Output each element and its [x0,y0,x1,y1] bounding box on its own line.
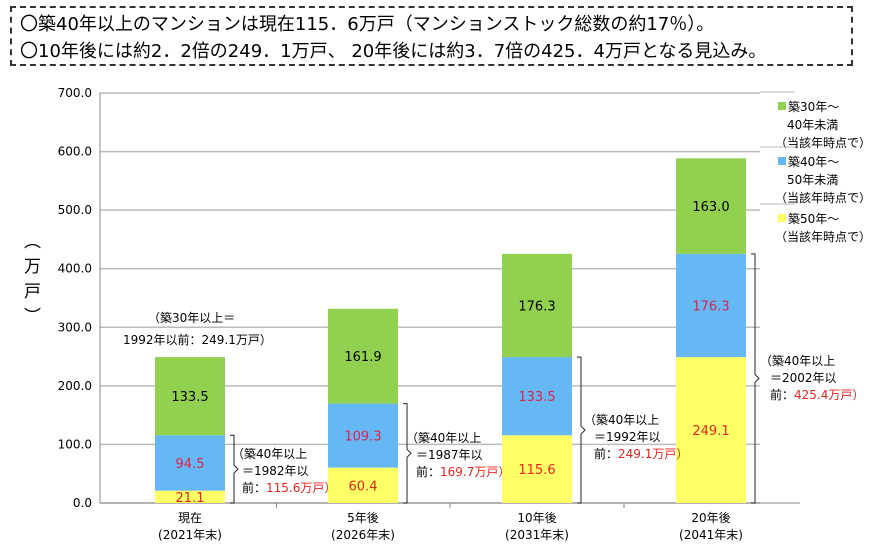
bar-segment [328,403,398,468]
annotation-text: （築40年以上 [760,353,835,368]
legend-swatch [778,214,786,222]
annotation-text: （築30年以上＝ [148,310,235,325]
bar-segment [155,435,225,491]
legend-label: 40年未満 [787,118,838,132]
summary-box: 〇築40年以上のマンションは現在115．6万戸（マンションストック総数の約17％… [10,6,853,66]
bar-value-label: 133.5 [171,390,208,405]
x-tick-label: 5年後 [347,511,379,525]
y-tick-label: 100.0 [58,437,92,451]
bar-value-label: 109.3 [344,430,381,445]
annotation-text: 前：249.1万戸） [594,446,688,461]
y-tick-label: 700.0 [58,86,92,100]
bar-segment [155,490,225,503]
bar-segment [676,253,746,358]
annotation-text: 前：425.4万戸） [770,387,864,402]
legend-label: 50年未満 [787,173,838,187]
annotation-text: 1992年以前：249.1万戸） [123,332,272,347]
legend-swatch [778,102,786,110]
y-tick-label: 600.0 [58,145,92,159]
y-axis-label: （万戸） [20,232,40,332]
bar-segment [502,253,572,358]
y-tick-label: 400.0 [58,262,92,276]
x-tick-label: 10年後 [517,511,556,525]
x-tick-sublabel: (2021年末) [158,528,222,542]
y-tick-label: 0.0 [73,496,92,510]
bar-value-label: 249.1 [692,424,729,439]
bar-segment [676,357,746,503]
bar-value-label: 176.3 [692,299,729,314]
bar-segment [502,435,572,503]
bracket [230,434,239,504]
annotation-text: ＝1992年以 [594,430,661,444]
bar-segment [328,467,398,503]
x-tick-label: 20年後 [691,511,730,525]
annotation-text: 前：115.6万戸） [242,480,336,495]
bar-value-label: 94.5 [176,457,205,472]
summary-line-1: 〇築40年以上のマンションは現在115．6万戸（マンションストック総数の約17％… [20,14,715,35]
annotation-text: 前：169.7万戸） [416,464,510,479]
bar-value-label: 21.1 [176,491,205,506]
bar-segment [502,357,572,436]
annotation-text: ＝2002年以 [770,371,837,385]
x-tick-sublabel: (2031年末) [505,528,569,542]
y-tick-label: 500.0 [58,203,92,217]
legend-swatch [778,157,786,165]
bracket [577,356,586,504]
annotation-text: ＝1987年以 [416,448,483,462]
x-tick-label: 現在 [178,511,202,525]
y-tick-label: 200.0 [58,379,92,393]
bar-value-label: 60.4 [349,479,378,494]
bar-value-label: 176.3 [518,299,555,314]
annotation-red-value: 425.4万戸） [794,388,864,402]
bar-segment [155,357,225,436]
annotation-text: （築40年以上 [232,446,307,461]
legend-label: （当該年時点で） [775,229,870,244]
legend-label: 築50年～ [788,211,839,226]
bar-value-label: 161.9 [344,350,381,365]
legend-label: 築40年～ [788,154,839,169]
bar-value-label: 115.6 [518,463,555,478]
annotation-text: ＝1982年以 [242,464,309,478]
bracket [403,403,412,504]
bar-value-label: 133.5 [518,390,555,405]
bar-segment [676,158,746,254]
y-tick-label: 300.0 [58,320,92,334]
annotation-red-value: 249.1万戸） [618,447,688,461]
x-tick-sublabel: (2026年末) [331,528,395,542]
annotation-red-value: 169.7万戸） [440,465,510,479]
annotation-text: （築40年以上 [406,430,481,445]
bar-segment [328,308,398,404]
bracket [751,253,760,504]
legend-label: （当該年時点で） [775,135,870,150]
bar-value-label: 163.0 [692,200,729,215]
annotation-red-value: 115.6万戸） [266,481,336,495]
annotation-text: （築40年以上 [584,412,659,427]
x-tick-sublabel: (2041年末) [679,528,743,542]
legend-label: （当該年時点で） [775,190,870,205]
summary-line-2: 〇10年後には約2．2倍の249．1万戸、 20年後には約3．7倍の425．4万… [20,41,767,62]
legend-label: 築30年～ [788,99,839,114]
